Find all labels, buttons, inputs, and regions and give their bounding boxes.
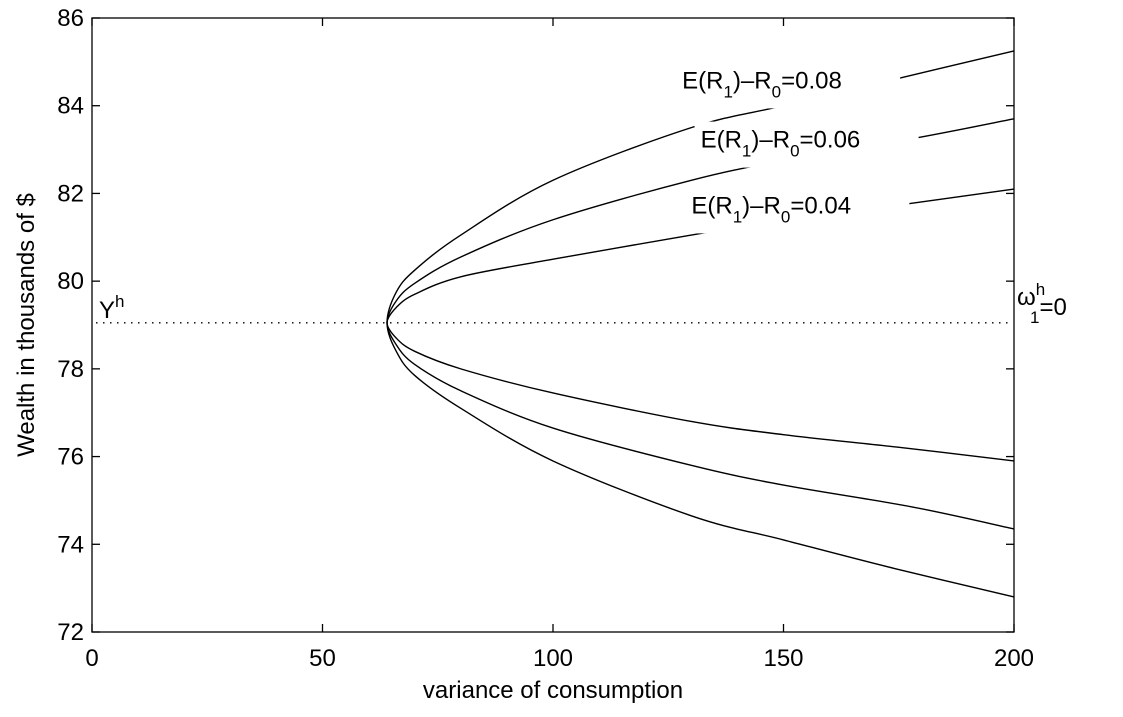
- y-tick-label: 72: [57, 619, 84, 646]
- curve-label-text: E(R1)–R0=0.08: [682, 67, 842, 101]
- curve-label-bg: [685, 187, 910, 234]
- curve-label-bg: [694, 121, 919, 168]
- y-tick-label: 82: [57, 180, 84, 207]
- x-tick-label: 0: [85, 645, 98, 672]
- x-tick-label: 50: [309, 645, 336, 672]
- curve-label-bg: [676, 62, 901, 109]
- curve-label-text: E(R1)–R0=0.06: [701, 127, 861, 161]
- x-tick-label: 100: [533, 645, 573, 672]
- y-tick-label: 76: [57, 444, 84, 471]
- plot-area: [91, 17, 1015, 633]
- y-axis-label: Wealth in thousands of $: [13, 193, 40, 457]
- baseline-right-label-lower: 1=0: [1030, 294, 1067, 327]
- curve-label-3: E(R1)–R0=0.08: [676, 62, 901, 109]
- curve-label-text: E(R1)–R0=0.04: [691, 192, 851, 226]
- series-curve-3: [386, 50, 1015, 598]
- baseline-right-label: ωh: [1017, 280, 1045, 311]
- y-tick-label: 86: [57, 5, 84, 32]
- x-tick-label: 200: [994, 645, 1034, 672]
- y-tick-label: 74: [57, 531, 84, 558]
- y-tick-label: 84: [57, 93, 84, 120]
- y-tick-label: 80: [57, 268, 84, 295]
- curve-label-2: E(R1)–R0=0.06: [694, 121, 919, 168]
- x-axis-label: variance of consumption: [423, 677, 683, 704]
- x-tick-label: 150: [763, 645, 803, 672]
- baseline-left-label: Yh: [99, 292, 124, 324]
- y-tick-label: 78: [57, 356, 84, 383]
- curve-label-1: E(R1)–R0=0.04: [685, 187, 910, 234]
